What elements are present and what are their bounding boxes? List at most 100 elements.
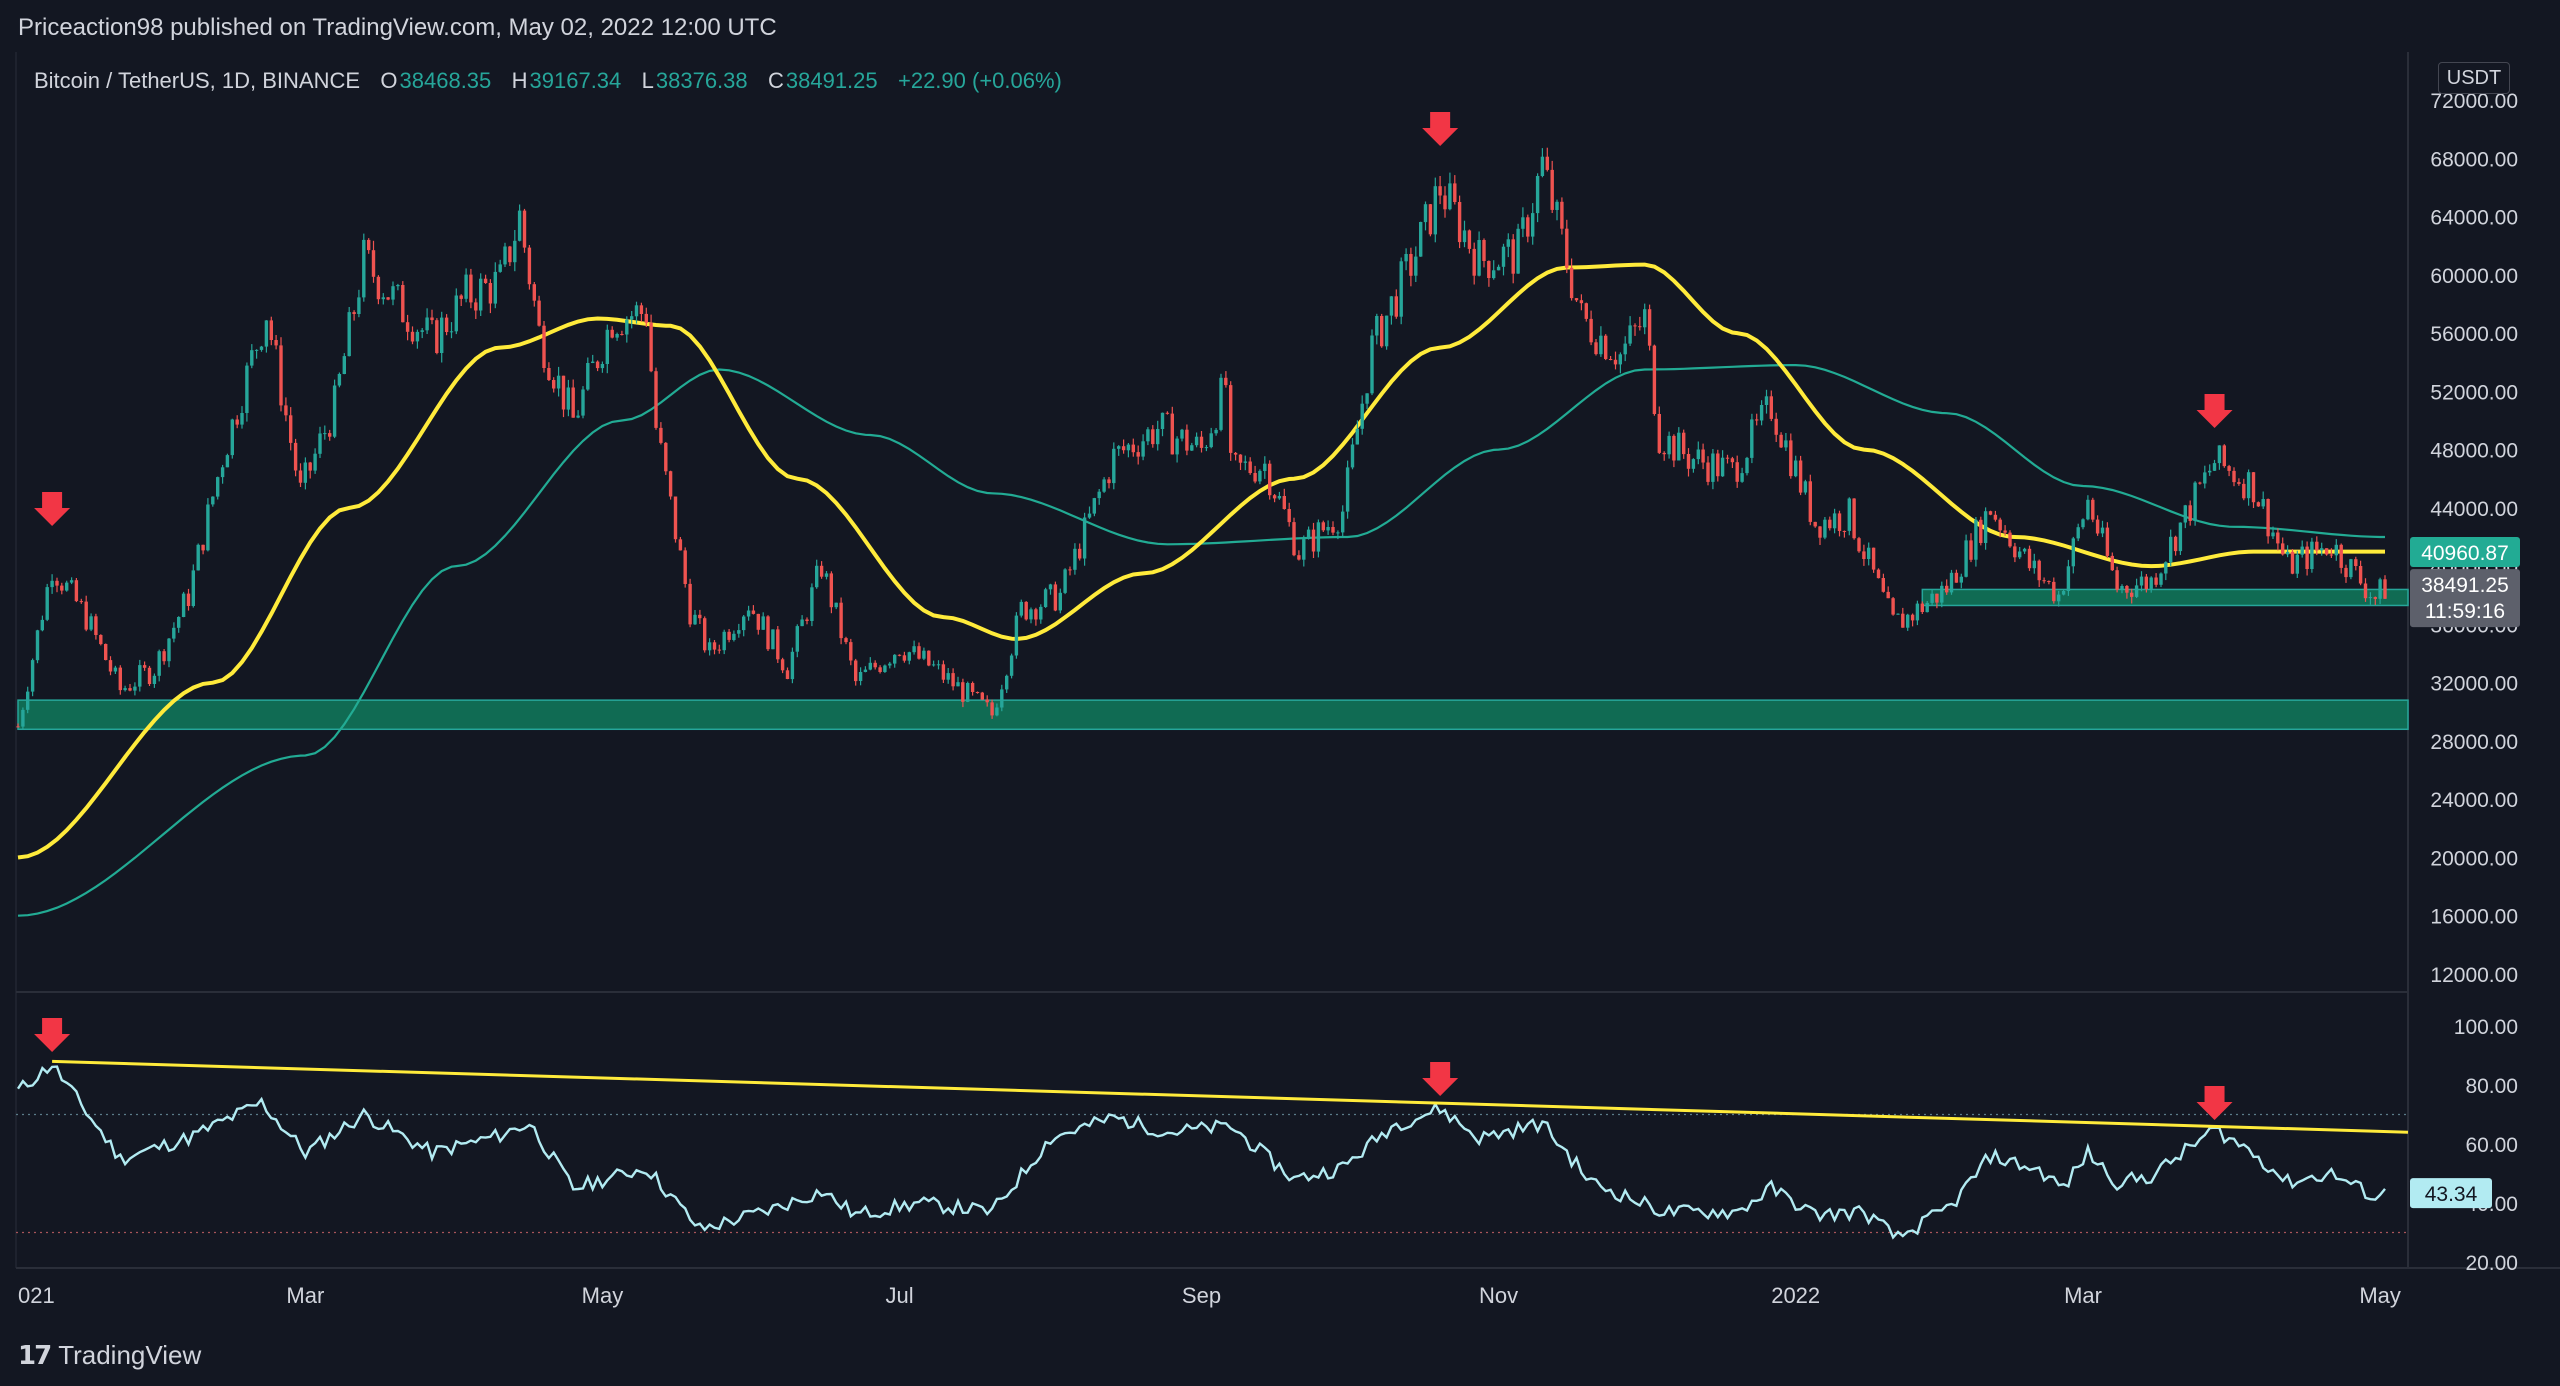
candle-2021-12-11[interactable]: [1691, 458, 1696, 473]
candle-2021-01-14[interactable]: [79, 598, 83, 604]
candle-2021-01-10[interactable]: [60, 582, 64, 595]
candle-2021-11-29[interactable]: [1633, 323, 1637, 336]
candle-2021-08-14[interactable]: [1112, 442, 1116, 490]
candle-2021-04-18[interactable]: [537, 295, 541, 327]
candle-2021-10-14[interactable]: [1409, 247, 1413, 287]
candle-2021-12-31[interactable]: [1789, 433, 1793, 479]
candle-2021-03-10[interactable]: [347, 307, 351, 357]
candle-2021-04-29[interactable]: [591, 354, 595, 364]
candle-2022-03-31[interactable]: [2227, 464, 2231, 477]
candle-2022-01-04[interactable]: [1808, 474, 1812, 526]
candle-2021-10-24[interactable]: [1457, 195, 1462, 249]
candle-2021-10-18[interactable]: [1428, 204, 1433, 237]
candle-2021-01-05[interactable]: [35, 629, 40, 664]
candle-2021-05-31[interactable]: [746, 605, 751, 621]
candle-2022-04-09[interactable]: [2271, 526, 2275, 539]
candle-2021-10-22[interactable]: [1448, 172, 1452, 211]
candle-2022-01-07[interactable]: [1823, 517, 1827, 540]
candle-2021-12-17[interactable]: [1720, 450, 1725, 477]
candle-2021-09-01[interactable]: [1199, 431, 1204, 453]
candle-2021-06-26[interactable]: [873, 660, 877, 670]
candle-2021-03-25[interactable]: [420, 328, 424, 339]
candle-2022-01-23[interactable]: [1901, 607, 1905, 628]
candle-2021-03-30[interactable]: [444, 314, 449, 336]
candle-2021-07-17[interactable]: [975, 691, 980, 694]
candle-2021-11-27[interactable]: [1623, 336, 1627, 362]
currency-unit-button[interactable]: USDT: [2438, 62, 2510, 94]
candle-2022-04-22[interactable]: [2334, 539, 2338, 561]
candle-2021-04-16[interactable]: [527, 245, 532, 290]
candle-2022-02-02[interactable]: [1949, 569, 1954, 595]
candle-2021-04-08[interactable]: [488, 279, 493, 314]
candle-2022-01-01[interactable]: [1794, 455, 1798, 478]
candle-2021-11-02[interactable]: [1501, 243, 1506, 276]
candle-2021-09-18[interactable]: [1282, 488, 1286, 510]
candle-2021-12-04[interactable]: [1657, 406, 1661, 455]
candle-2021-01-16[interactable]: [89, 613, 93, 632]
candle-2021-02-06[interactable]: [191, 564, 195, 608]
candle-2022-01-18[interactable]: [1876, 568, 1881, 579]
candle-2021-07-27[interactable]: [1024, 601, 1028, 621]
candle-2022-01-08[interactable]: [1828, 516, 1832, 531]
candle-2021-11-04[interactable]: [1511, 234, 1515, 284]
candle-2021-10-11[interactable]: [1394, 289, 1398, 319]
candle-2021-06-27[interactable]: [878, 665, 882, 674]
candle-2021-04-10[interactable]: [498, 259, 502, 273]
candle-2021-12-19[interactable]: [1730, 456, 1735, 468]
ma-value-badge[interactable]: [2410, 537, 2520, 567]
candle-2021-07-01[interactable]: [897, 654, 902, 657]
candle-2021-05-18[interactable]: [683, 547, 687, 588]
candle-2021-06-24[interactable]: [863, 666, 868, 673]
candle-2022-03-09[interactable]: [2120, 584, 2124, 594]
candle-2022-02-12[interactable]: [1998, 517, 2002, 538]
candle-2022-01-15[interactable]: [1862, 544, 1866, 566]
candle-2021-12-08[interactable]: [1677, 427, 1681, 461]
candle-2021-02-05[interactable]: [186, 588, 191, 611]
candle-2021-01-07[interactable]: [45, 583, 49, 622]
candle-2022-03-12[interactable]: [2134, 578, 2139, 598]
candle-2021-01-24[interactable]: [128, 684, 132, 692]
candle-2021-07-11[interactable]: [946, 668, 950, 684]
candle-2022-03-27[interactable]: [2208, 464, 2212, 476]
candle-2021-02-04[interactable]: [181, 591, 186, 618]
candle-2021-05-20[interactable]: [693, 610, 697, 625]
candle-2022-01-03[interactable]: [1803, 479, 1808, 495]
candle-2021-12-09[interactable]: [1682, 429, 1686, 459]
candle-2021-06-29[interactable]: [888, 661, 892, 669]
candle-2021-08-17[interactable]: [1126, 443, 1131, 458]
candle-2021-12-29[interactable]: [1779, 432, 1783, 448]
candle-2022-03-07[interactable]: [2110, 552, 2114, 572]
candle-2021-06-25[interactable]: [868, 657, 872, 671]
candle-2021-11-25[interactable]: [1613, 351, 1618, 370]
candle-2021-12-05[interactable]: [1662, 451, 1666, 461]
candle-2021-07-14[interactable]: [961, 678, 965, 708]
candle-2022-04-29[interactable]: [2368, 592, 2373, 605]
candle-2021-11-30[interactable]: [1638, 316, 1642, 331]
candle-2021-01-20[interactable]: [108, 656, 113, 676]
candle-2021-03-04[interactable]: [318, 426, 322, 458]
candle-2021-02-24[interactable]: [279, 337, 283, 412]
candle-2021-05-05[interactable]: [620, 330, 624, 336]
candle-2021-02-15[interactable]: [235, 415, 239, 429]
candle-2021-05-24[interactable]: [712, 640, 717, 655]
candle-2022-02-14[interactable]: [2008, 530, 2012, 548]
candle-2021-07-31[interactable]: [1043, 587, 1048, 608]
candle-2022-01-09[interactable]: [1832, 508, 1837, 534]
candle-2021-08-20[interactable]: [1141, 434, 1145, 461]
candle-2021-08-08[interactable]: [1082, 512, 1087, 566]
candle-2021-08-01[interactable]: [1048, 583, 1053, 595]
candle-2021-11-09[interactable]: [1535, 173, 1540, 223]
candle-2022-02-23[interactable]: [2052, 577, 2056, 604]
candle-2021-10-01[interactable]: [1345, 460, 1350, 519]
candle-2021-12-07[interactable]: [1672, 434, 1676, 468]
candle-2021-06-16[interactable]: [824, 571, 829, 580]
candle-2021-03-11[interactable]: [352, 310, 356, 321]
candle-2021-11-18[interactable]: [1579, 294, 1584, 311]
candle-2021-04-07[interactable]: [483, 274, 488, 284]
candle-2021-04-06[interactable]: [479, 273, 483, 316]
candle-2021-12-06[interactable]: [1667, 431, 1671, 459]
candle-2022-03-03[interactable]: [2091, 497, 2095, 523]
candle-2022-02-20[interactable]: [2037, 559, 2041, 588]
candle-2021-07-19[interactable]: [985, 695, 989, 707]
candle-2021-03-23[interactable]: [410, 326, 415, 345]
